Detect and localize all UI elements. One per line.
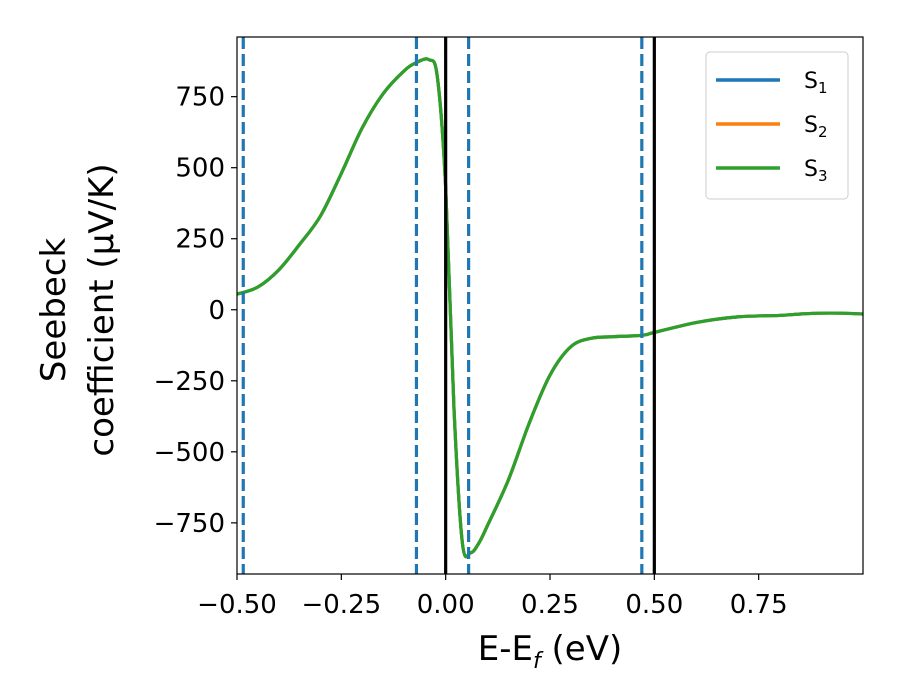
x-tick-label: 0.50 xyxy=(625,590,683,620)
x-axis-title: E-Ef (eV) xyxy=(478,629,623,674)
y-tick-label: −500 xyxy=(154,438,225,468)
legend-label-s1: S1 xyxy=(804,69,828,97)
y-tick-label: 0 xyxy=(208,296,225,326)
y-axis-title-line2: coefficient (μV/K) xyxy=(82,163,122,456)
legend-label-s3: S3 xyxy=(804,157,828,185)
x-axis: −0.50 −0.25 0.00 0.25 0.50 0.75 xyxy=(197,574,788,620)
y-tick-label: 250 xyxy=(175,225,225,255)
plot-area xyxy=(237,37,863,574)
x-tick-label: −0.50 xyxy=(197,590,277,620)
x-axis-title-base: E-E xyxy=(478,629,533,669)
y-axis-title-line1: Seebeck xyxy=(34,238,74,383)
x-tick-label: 0.00 xyxy=(417,590,475,620)
y-axis: 750 500 250 0 −250 −500 −750 xyxy=(154,83,237,539)
series-line-s3 xyxy=(237,57,863,559)
y-tick-label: −250 xyxy=(154,367,225,397)
legend: S1 S2 S3 xyxy=(705,51,849,200)
x-axis-title-suffix: (eV) xyxy=(541,629,623,669)
x-tick-label: 0.75 xyxy=(730,590,788,620)
x-tick-label: −0.25 xyxy=(301,590,381,620)
y-tick-label: 500 xyxy=(175,154,225,184)
y-tick-label: −750 xyxy=(154,509,225,539)
x-tick-label: 0.25 xyxy=(521,590,579,620)
y-tick-label: 750 xyxy=(175,83,225,113)
legend-label-s2: S2 xyxy=(804,113,828,141)
x-axis-title-sub: f xyxy=(533,649,544,674)
